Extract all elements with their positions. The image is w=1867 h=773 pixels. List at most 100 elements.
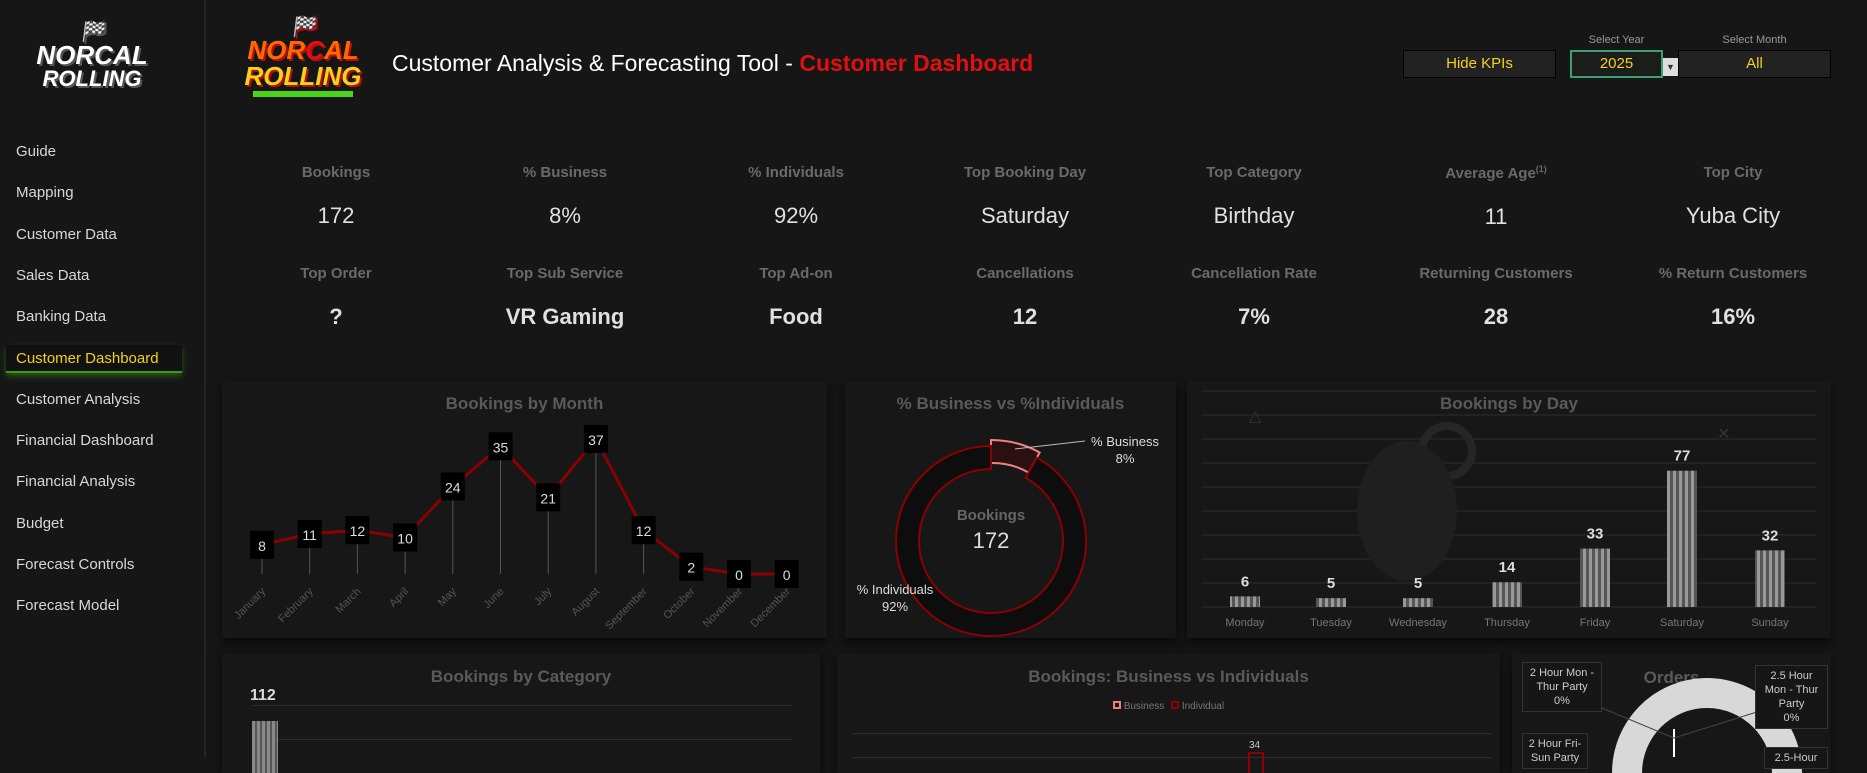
kpi-average-age: Average Age(1) 11: [1386, 164, 1606, 230]
kpi-value: 12: [1012, 304, 1038, 329]
legend-business: Business: [1123, 701, 1165, 712]
kpi-label: Top City: [1703, 164, 1763, 181]
kpi-value: 7%: [1238, 304, 1270, 329]
donut-center-value: 172: [972, 528, 1010, 553]
sidebar-item-customer-analysis[interactable]: Customer Analysis: [16, 390, 141, 408]
value-label: 24: [445, 479, 461, 495]
slice-value: 92%: [881, 599, 909, 614]
value-label: 12: [636, 523, 652, 539]
value-label: 0: [735, 567, 743, 583]
sidebar-item-banking-data[interactable]: Banking Data: [16, 308, 107, 326]
legend-business-swatch: [1112, 701, 1121, 709]
bar-value-label: 34: [1249, 740, 1261, 751]
select-month-label: Select Month: [1722, 34, 1787, 46]
kpi-top-sub-service: Top Sub Service VR Gaming: [455, 265, 675, 330]
kpi-footnote: (1): [1535, 164, 1547, 174]
value-label: 35: [493, 439, 509, 455]
label-box: [727, 560, 751, 588]
sidebar-item-budget[interactable]: Budget: [16, 514, 64, 532]
data-label: 8: [250, 530, 274, 559]
sidebar-item-mapping[interactable]: Mapping: [16, 184, 74, 202]
label-box: [631, 516, 656, 545]
kpi-value: 28: [1483, 304, 1509, 329]
bookings-by-day-card: △ ✕ 6 Monday 5 Tuesday 5 Wednesday 14 Thursday 33 F…: [1187, 381, 1831, 638]
data-label: 10: [393, 523, 418, 552]
label-box: [297, 519, 322, 548]
order-label: 2.5-Hour: [1764, 747, 1828, 769]
chart-title: Bookings: Business vs Individuals: [1028, 667, 1309, 686]
label-box: [345, 516, 370, 545]
kpi-label: Average Age(1): [1445, 164, 1547, 182]
x-tick-label: October: [661, 585, 697, 621]
data-label: 2: [679, 552, 704, 581]
donut-center-label: Bookings: [956, 507, 1026, 524]
kpi-top-category: Top Category Birthday: [1144, 164, 1364, 229]
label-box: [440, 472, 465, 501]
x-tick-label: July: [532, 585, 555, 608]
bookings-by-day-chart: △ ✕ 6 Monday 5 Tuesday 5 Wednesday 14 Thursday 33 F…: [1202, 390, 1817, 629]
order-name: 2.5 Hour Mon - Thur Party: [1764, 670, 1819, 710]
slice-name: % Business: [1091, 434, 1159, 449]
value-label: 10: [397, 531, 413, 547]
sidebar-item-guide[interactable]: Guide: [16, 143, 57, 160]
x-tick-label: Friday: [1580, 617, 1611, 629]
kpi--individuals: % Individuals 92%: [686, 164, 906, 229]
legend-individual: Individual: [1181, 701, 1225, 712]
x-tick-label: December: [748, 585, 793, 630]
order-value: 0%: [1554, 695, 1570, 707]
kpi-cancellation-rate: Cancellation Rate 7%: [1144, 265, 1364, 330]
data-label: 12: [345, 516, 370, 545]
kpi-value: Saturday: [980, 203, 1070, 228]
bar-value-label: 32: [1762, 527, 1779, 544]
bar-value-label: 77: [1674, 448, 1691, 465]
x-tick-label: May: [436, 585, 460, 609]
donut-chart: [895, 438, 1087, 637]
value-label: 21: [540, 490, 556, 506]
kpi-top-booking-day: Top Booking Day Saturday: [915, 164, 1135, 229]
value-label: 2: [687, 560, 695, 576]
order-name: 2 Hour Fri-Sun Party: [1528, 738, 1582, 764]
kpi-value: 11: [1484, 204, 1508, 229]
bar-monday: [1230, 596, 1260, 607]
data-label: 24: [440, 472, 465, 501]
data-label: 11: [297, 519, 322, 548]
orders-donut: [1601, 678, 1802, 773]
cross-icon: ✕: [1717, 426, 1730, 443]
sidebar-item-customer-dashboard[interactable]: Customer Dashboard: [6, 344, 182, 373]
kpi-cancellations: Cancellations 12: [915, 265, 1135, 330]
data-label: 35: [488, 432, 513, 461]
x-tick-label: February: [276, 585, 316, 625]
kpi-label: Bookings: [301, 164, 371, 181]
data-label: 0: [774, 560, 799, 588]
gridline: [252, 705, 792, 706]
sidebar-item-customer-data[interactable]: Customer Data: [16, 225, 117, 243]
sidebar-item-sales-data[interactable]: Sales Data: [16, 266, 90, 284]
hide-kpis-button[interactable]: Hide KPIs: [1403, 50, 1556, 78]
legend-individual-swatch: [1171, 701, 1180, 709]
sidebar-item-forecast-controls[interactable]: Forecast Controls: [16, 556, 135, 573]
triangle-icon: △: [1249, 408, 1262, 425]
order-label: 2 Hour Fri-Sun Party: [1522, 733, 1588, 769]
label-box: [774, 560, 799, 588]
year-select[interactable]: 2025: [1570, 50, 1663, 78]
kpi-value: ?: [329, 304, 343, 329]
kpi-top-city: Top City Yuba City: [1623, 164, 1843, 229]
sidebar-item-financial-dashboard[interactable]: Financial Dashboard: [16, 432, 154, 450]
business-vs-individuals-bar-card: Bookings: Business vs Individuals Busine…: [837, 653, 1500, 773]
kpi-label: Top Ad-on: [759, 265, 833, 282]
kpi-value: 172: [317, 203, 355, 228]
order-label: 2.5 Hour Mon - Thur Party 0%: [1755, 665, 1828, 729]
bar-friday: [1580, 548, 1610, 607]
kpi-top-order: Top Order?: [226, 265, 446, 330]
bookings-by-category-card: Bookings by Category 112: [222, 653, 820, 773]
year-dropdown-arrow-icon[interactable]: ▼: [1663, 58, 1678, 76]
bar-value-label: 5: [1414, 575, 1422, 592]
label-box: [250, 530, 274, 559]
bar-wednesday: [1403, 598, 1433, 607]
kpi-label: Top Booking Day: [963, 164, 1087, 181]
month-select[interactable]: All: [1678, 50, 1831, 78]
sidebar-item-financial-analysis[interactable]: Financial Analysis: [16, 473, 136, 491]
value-label: 12: [350, 523, 366, 539]
sidebar-item-forecast-model[interactable]: Forecast Model: [16, 597, 120, 615]
kpi--business: % Business 8%: [455, 164, 675, 229]
